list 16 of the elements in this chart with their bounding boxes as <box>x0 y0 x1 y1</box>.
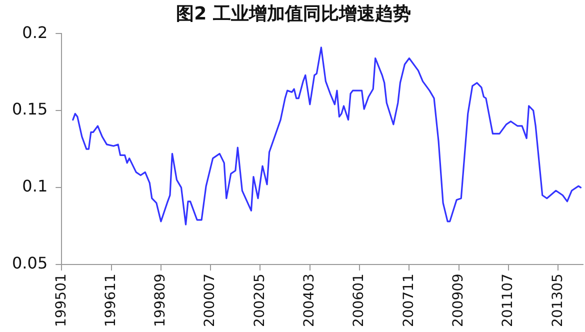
x-tick-label: 200205 <box>252 274 268 328</box>
y-tick-label: 0.15 <box>12 100 48 119</box>
y-tick-label: 0.05 <box>12 254 48 273</box>
x-tick-label: 200403 <box>302 274 318 328</box>
x-tick-label: 199809 <box>152 274 169 328</box>
x-tick-label: 199611 <box>102 274 119 328</box>
x-tick-label: 200601 <box>351 274 368 328</box>
x-tick-label: 199501 <box>53 274 70 328</box>
y-tick-label: 0.2 <box>22 22 48 42</box>
x-tick-label: 201107 <box>500 274 516 328</box>
y-tick-label: 0.1 <box>22 176 48 196</box>
x-tick-label: 200007 <box>202 274 218 328</box>
x-tick-label: 200711 <box>400 274 417 328</box>
x-tick-label: 200909 <box>450 274 467 328</box>
x-tick-label: 201305 <box>550 274 566 328</box>
chart-title: 图2 工业增加值同比增速趋势 <box>176 3 411 24</box>
